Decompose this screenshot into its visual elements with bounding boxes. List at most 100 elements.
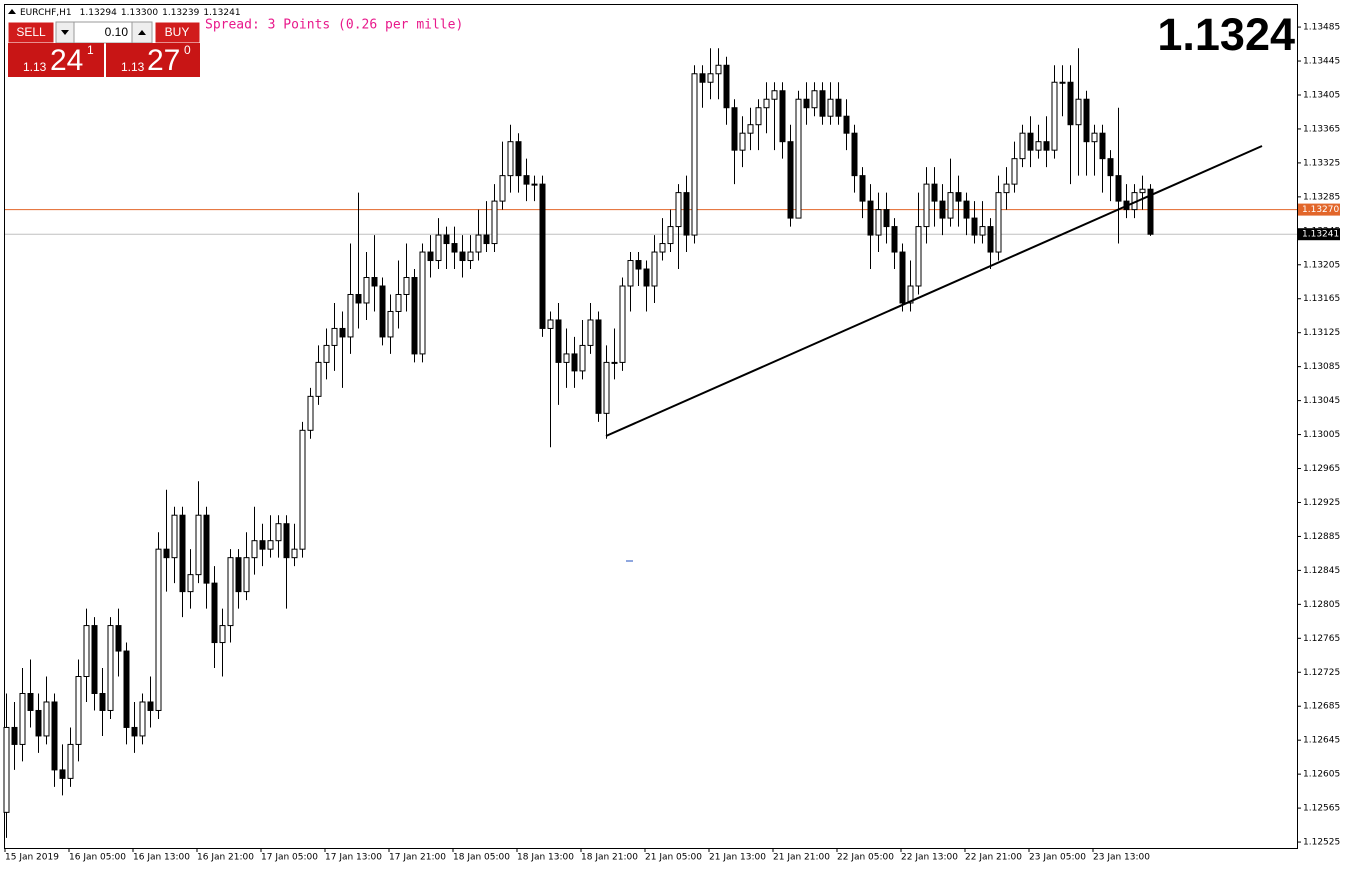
candle-body xyxy=(1091,132,1098,143)
candle-body xyxy=(19,692,26,745)
candle-body xyxy=(1067,81,1074,126)
candle-body xyxy=(387,310,394,338)
y-axis: 1.13485 1.13445 1.13405 1.13365 1.13325 1.132… xyxy=(1297,23,1340,848)
candle-body xyxy=(251,540,258,559)
candle-body xyxy=(595,319,602,414)
candle-body xyxy=(499,175,506,202)
x-tick-label: 22 Jan 13:00 xyxy=(901,853,958,863)
candle-body xyxy=(1083,98,1090,143)
x-tick-label: 18 Jan 13:00 xyxy=(517,853,574,863)
candle-body xyxy=(1027,132,1034,151)
candle-body xyxy=(443,234,450,245)
candle-body xyxy=(235,557,242,593)
candle-body xyxy=(259,540,266,550)
big-price: 1.1324 xyxy=(1157,9,1295,60)
candle-body xyxy=(603,361,610,414)
symbol-header: EURCHF,H1 1.13294 1.13300 1.13239 1.13241 xyxy=(20,8,241,18)
candle-body xyxy=(475,234,482,253)
candle-body xyxy=(883,209,890,228)
candle-body xyxy=(267,540,274,550)
candle-body xyxy=(507,141,514,177)
candle-body xyxy=(139,701,146,737)
candle-body xyxy=(1051,81,1058,151)
y-tick-label: 1.13085 xyxy=(1303,362,1340,372)
candle-body xyxy=(395,293,402,312)
candle-body xyxy=(995,192,1002,253)
candle-body xyxy=(1107,158,1114,177)
ohlc-label: 1.13239 xyxy=(162,8,199,18)
candle-body xyxy=(331,327,338,346)
candle-body xyxy=(875,209,882,236)
ohlc-label: 1.13241 xyxy=(203,8,240,18)
candle-body xyxy=(523,175,530,185)
y-tick-label: 1.12965 xyxy=(1303,464,1340,474)
candle-body xyxy=(11,726,18,745)
candle-body xyxy=(315,361,322,397)
candle-body xyxy=(467,251,474,262)
ask-box[interactable] xyxy=(106,43,200,77)
trend-line[interactable] xyxy=(605,145,1263,437)
bid-box[interactable] xyxy=(8,43,104,77)
y-tick-label: 1.13485 xyxy=(1303,23,1340,33)
candle-body xyxy=(651,251,658,287)
price-label-bg xyxy=(1298,203,1340,216)
candle-body xyxy=(355,293,362,304)
symbol: EURCHF,H1 xyxy=(20,8,72,18)
x-tick-label: 16 Jan 13:00 xyxy=(133,853,190,863)
spread-text: Spread: 3 Points (0.26 per mille) xyxy=(205,18,463,33)
candle-body xyxy=(3,726,10,813)
candle-body xyxy=(915,226,922,287)
sell-label[interactable]: SELL xyxy=(16,25,46,39)
candle-body xyxy=(219,625,226,644)
candle-body xyxy=(403,277,410,295)
y-tick-label: 1.13405 xyxy=(1303,90,1340,100)
x-tick-label: 16 Jan 05:00 xyxy=(69,853,126,863)
candle-body xyxy=(1019,132,1026,160)
candle-body xyxy=(291,548,298,559)
candle-body xyxy=(1011,158,1018,185)
y-tick-label: 1.12885 xyxy=(1303,532,1340,542)
candle-body xyxy=(155,548,162,711)
candle-body xyxy=(67,743,74,779)
buy-label[interactable]: BUY xyxy=(165,25,190,39)
arrow-down[interactable] xyxy=(61,30,69,35)
candle-body xyxy=(1075,98,1082,126)
candle-body xyxy=(203,514,210,584)
candle-body xyxy=(627,260,634,287)
candle-body xyxy=(115,625,122,652)
candle-body xyxy=(739,132,746,151)
y-tick-label: 1.13445 xyxy=(1303,57,1340,67)
candle-body xyxy=(859,175,866,202)
x-tick-label: 21 Jan 13:00 xyxy=(709,853,766,863)
ask-prefix: 1.13 xyxy=(121,60,145,74)
symbol-arrow[interactable] xyxy=(8,9,16,14)
candle-body xyxy=(755,107,762,126)
y-tick-label: 1.13125 xyxy=(1303,328,1340,338)
bid-main: 24 xyxy=(50,44,83,77)
candle-body xyxy=(51,701,58,771)
candle-body xyxy=(491,200,498,245)
candle-body xyxy=(531,183,538,186)
candle-body xyxy=(75,676,82,745)
y-tick-label: 1.12925 xyxy=(1303,498,1340,508)
candle-body xyxy=(699,73,706,83)
x-tick-label: 17 Jan 05:00 xyxy=(261,853,318,863)
candle-body xyxy=(963,200,970,219)
candle-body xyxy=(275,523,282,542)
x-tick-label: 17 Jan 21:00 xyxy=(389,853,446,863)
candle-body xyxy=(643,268,650,287)
candle-body xyxy=(91,625,98,694)
candle-body xyxy=(123,650,130,728)
candle-body xyxy=(819,90,826,117)
candle-body xyxy=(99,692,106,711)
candle-body xyxy=(339,327,346,338)
arrow-up[interactable] xyxy=(138,30,146,35)
candle-body xyxy=(83,625,90,678)
trade-panel: SELL 0.10 BUY 1.13 24 1 1.13 27 0 xyxy=(7,21,201,77)
candle-body xyxy=(379,285,386,338)
candle-body xyxy=(579,344,586,372)
ask-sup: 0 xyxy=(184,43,191,57)
lots-value[interactable]: 0.10 xyxy=(105,25,129,39)
candle-body xyxy=(899,251,906,304)
